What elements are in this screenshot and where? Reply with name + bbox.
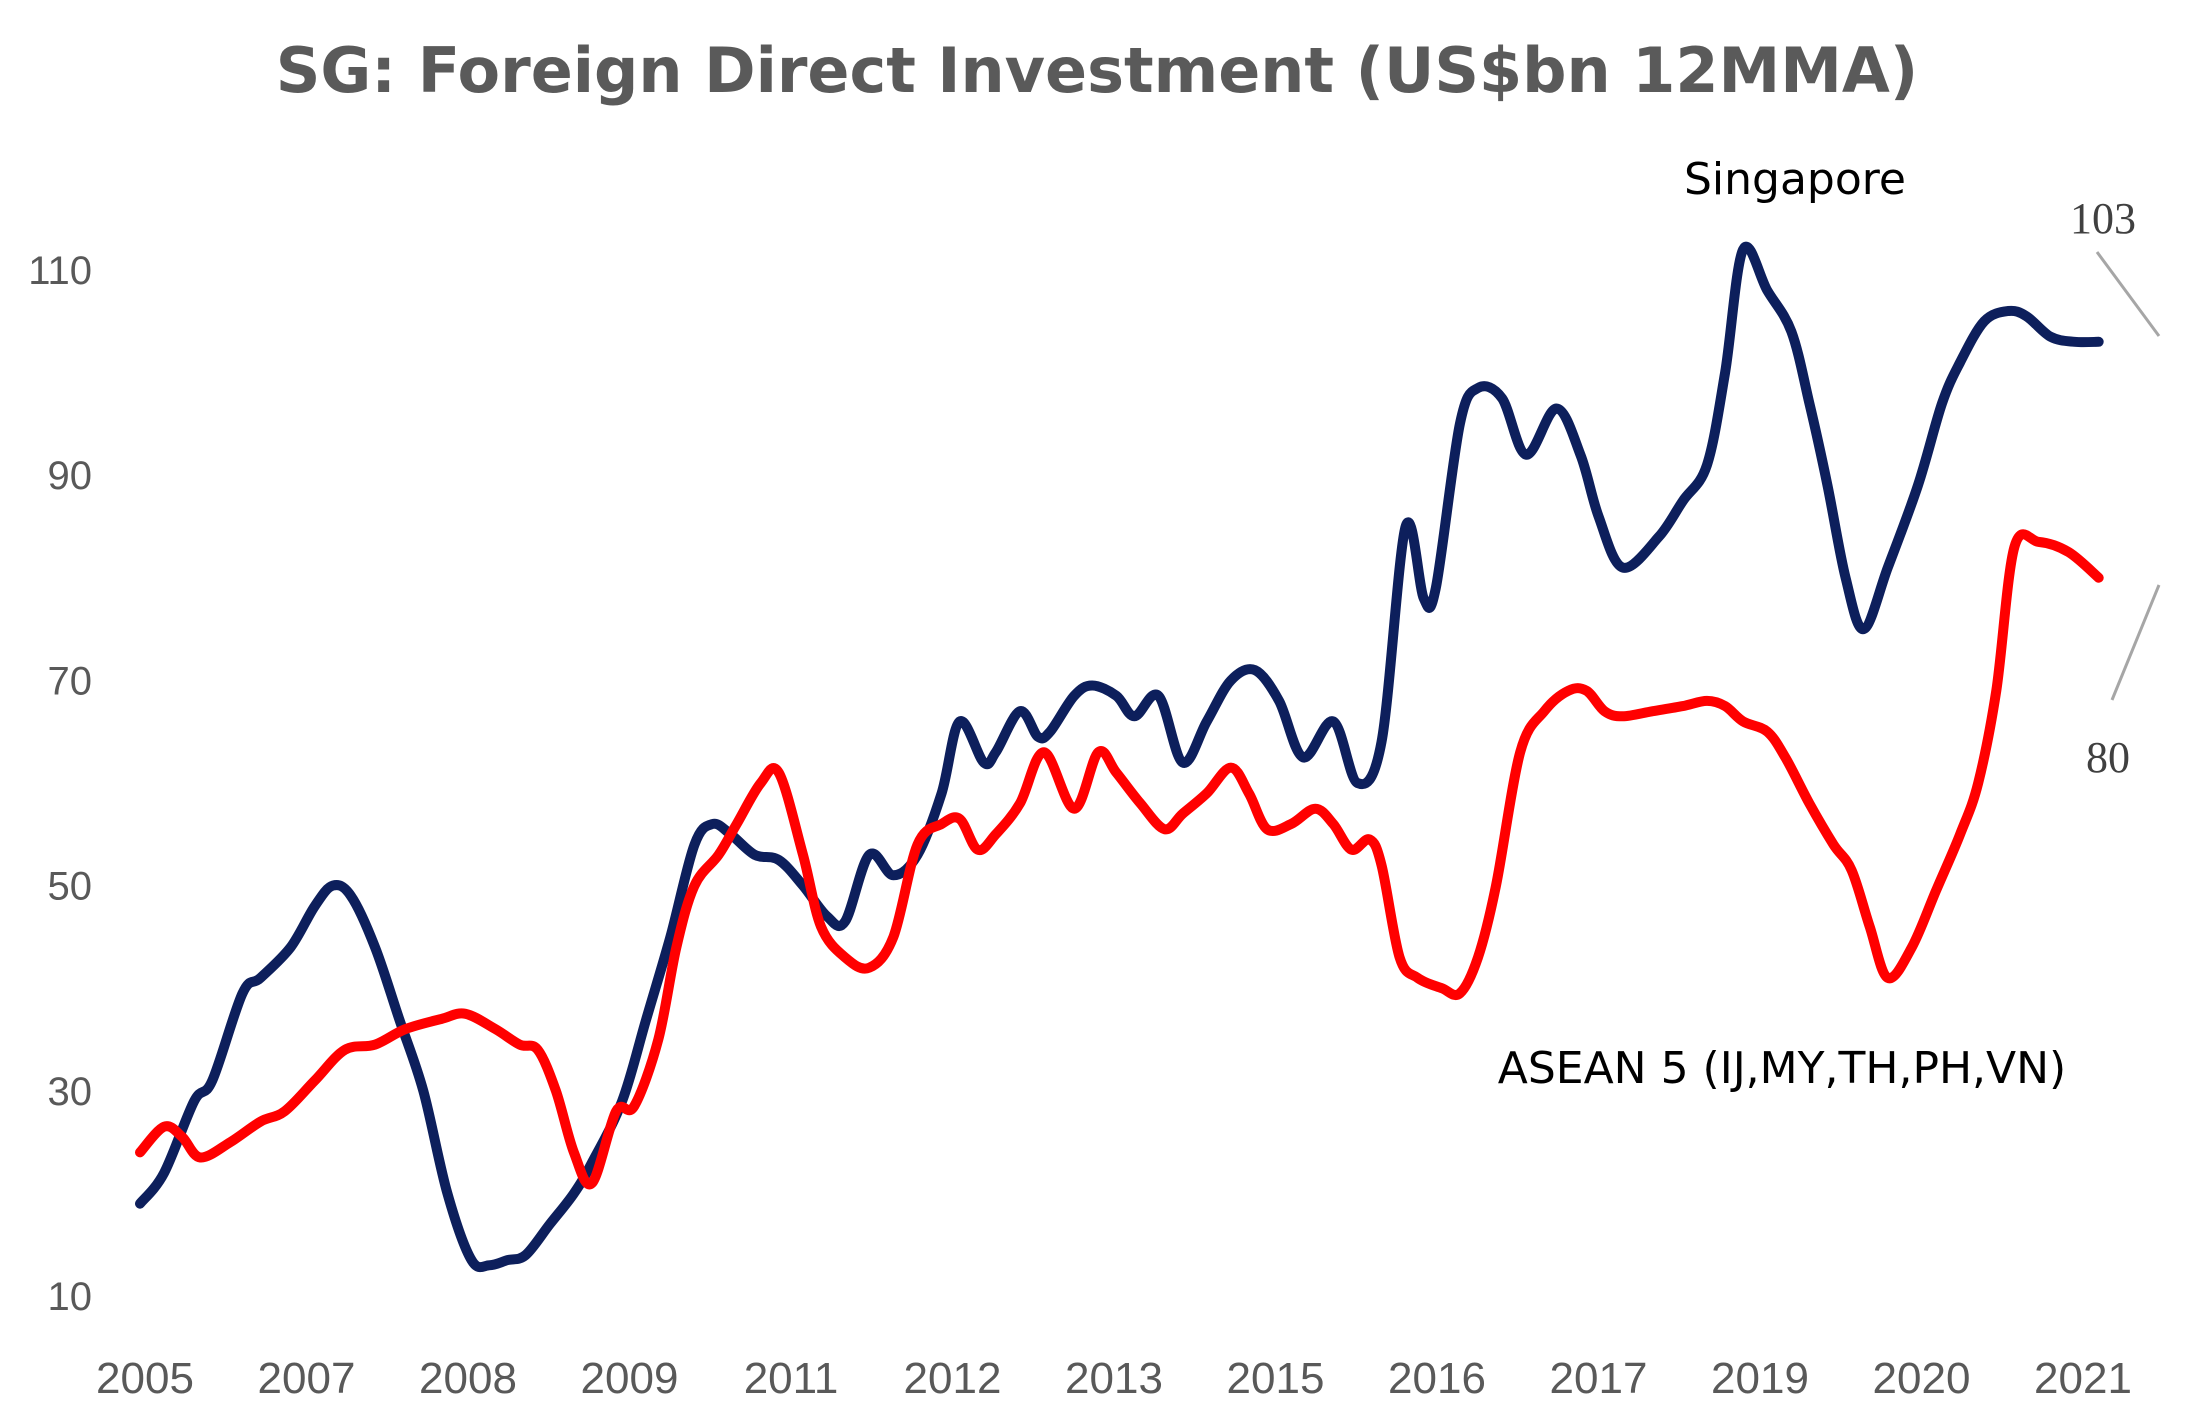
x-tick-label: 2017 <box>1550 1354 1648 1403</box>
chart-title: SG: Foreign Direct Investment (US$bn 12M… <box>276 34 1918 107</box>
series-label-asean5: ASEAN 5 (IJ,MY,TH,PH,VN) <box>1498 1043 2066 1094</box>
y-axis-ticks: 10 30 50 70 90 110 <box>28 249 92 1319</box>
x-tick-label: 2008 <box>419 1354 517 1403</box>
x-tick-label: 2011 <box>744 1354 839 1403</box>
x-tick-label: 2012 <box>904 1354 1002 1403</box>
series-label-singapore: Singapore <box>1684 154 1906 205</box>
y-tick-label: 70 <box>48 659 93 703</box>
x-tick-label: 2020 <box>1873 1354 1971 1403</box>
series-line-asean5 <box>135 529 2104 1190</box>
y-tick-label: 10 <box>48 1275 93 1319</box>
y-tick-label: 110 <box>28 249 92 293</box>
series-line-singapore <box>135 241 2104 1273</box>
y-tick-label: 90 <box>48 454 93 498</box>
x-tick-label: 2013 <box>1065 1354 1163 1403</box>
leader-line-singapore <box>2095 251 2161 337</box>
x-tick-label: 2021 <box>2034 1354 2132 1403</box>
x-tick-label: 2019 <box>1711 1354 1809 1403</box>
x-tick-label: 2015 <box>1227 1354 1325 1403</box>
end-value-label-singapore: 103 <box>2070 194 2136 243</box>
x-axis-ticks: 2005 2007 2008 2009 2011 2012 2013 2015 2016 2017… <box>96 1354 2132 1403</box>
series-lines <box>135 241 2104 1273</box>
y-tick-label: 30 <box>48 1070 93 1114</box>
x-tick-label: 2009 <box>581 1354 679 1403</box>
y-tick-label: 50 <box>48 865 93 909</box>
x-tick-label: 2007 <box>258 1354 356 1403</box>
x-tick-label: 2005 <box>96 1354 194 1403</box>
chart-annotations: Singapore ASEAN 5 (IJ,MY,TH,PH,VN) 103 8… <box>1498 154 2161 1094</box>
x-tick-label: 2016 <box>1388 1354 1486 1403</box>
leader-line-asean5 <box>2110 584 2161 701</box>
end-value-label-asean5: 80 <box>2086 733 2130 782</box>
